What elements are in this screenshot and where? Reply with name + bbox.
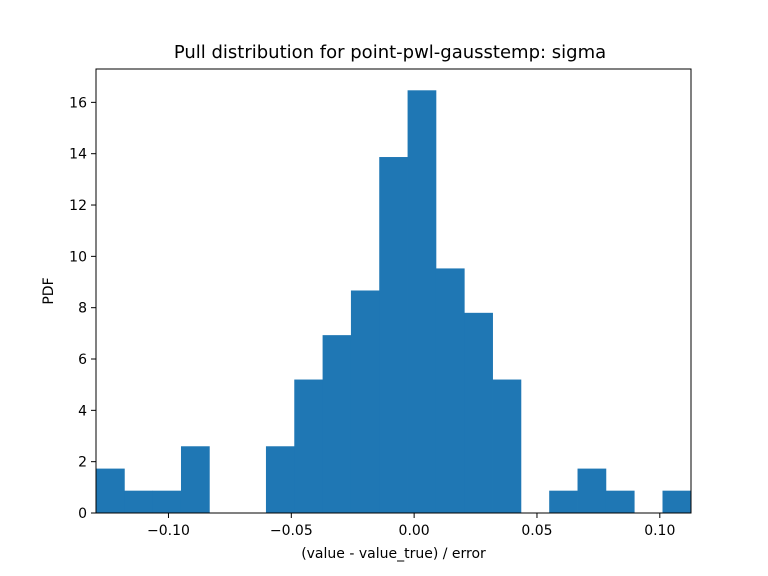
y-tick-label: 12 bbox=[69, 198, 87, 214]
y-axis-ticks: 0 2 4 6 8 10 12 14 16 bbox=[69, 95, 96, 522]
histogram-bar bbox=[407, 90, 437, 514]
x-tick-label: −0.05 bbox=[270, 523, 313, 539]
x-tick-label: 0.00 bbox=[399, 523, 430, 539]
histogram-bar bbox=[124, 490, 154, 513]
histogram-bar bbox=[464, 312, 493, 513]
y-tick-label: 2 bbox=[78, 455, 87, 471]
x-tick-label: −0.10 bbox=[147, 523, 190, 539]
y-axis-label: PDF bbox=[41, 277, 57, 304]
y-tick-label: 0 bbox=[78, 506, 87, 522]
y-tick-label: 14 bbox=[69, 147, 87, 163]
histogram-bar bbox=[350, 290, 380, 513]
histogram-bar bbox=[662, 490, 692, 513]
histogram-bar bbox=[435, 268, 465, 513]
x-tick-label: 0.10 bbox=[644, 523, 675, 539]
y-tick-label: 10 bbox=[69, 249, 87, 265]
histogram-bar bbox=[180, 446, 210, 513]
y-tick-label: 8 bbox=[78, 301, 87, 317]
y-tick-label: 16 bbox=[69, 95, 87, 111]
histogram-bar bbox=[605, 490, 635, 513]
y-tick-label: 6 bbox=[78, 352, 87, 368]
plot-frame bbox=[95, 68, 692, 514]
histogram-bar bbox=[152, 490, 182, 513]
x-axis-ticks: −0.10 −0.05 0.00 0.05 0.10 bbox=[147, 513, 675, 539]
x-axis-label: (value - value_true) / error bbox=[301, 546, 486, 562]
histogram-bars bbox=[96, 90, 692, 514]
chart-title: Pull distribution for point-pwl-gausstem… bbox=[174, 42, 606, 63]
histogram-bar bbox=[577, 468, 607, 513]
histogram-bar bbox=[492, 379, 522, 513]
histogram-bar bbox=[322, 335, 352, 513]
histogram-bar bbox=[96, 468, 125, 513]
histogram-bar bbox=[379, 157, 408, 513]
histogram-bar bbox=[549, 490, 578, 513]
histogram-bar bbox=[265, 446, 295, 513]
histogram-bar bbox=[294, 379, 324, 513]
y-tick-label: 4 bbox=[78, 403, 87, 419]
x-tick-label: 0.05 bbox=[521, 523, 552, 539]
